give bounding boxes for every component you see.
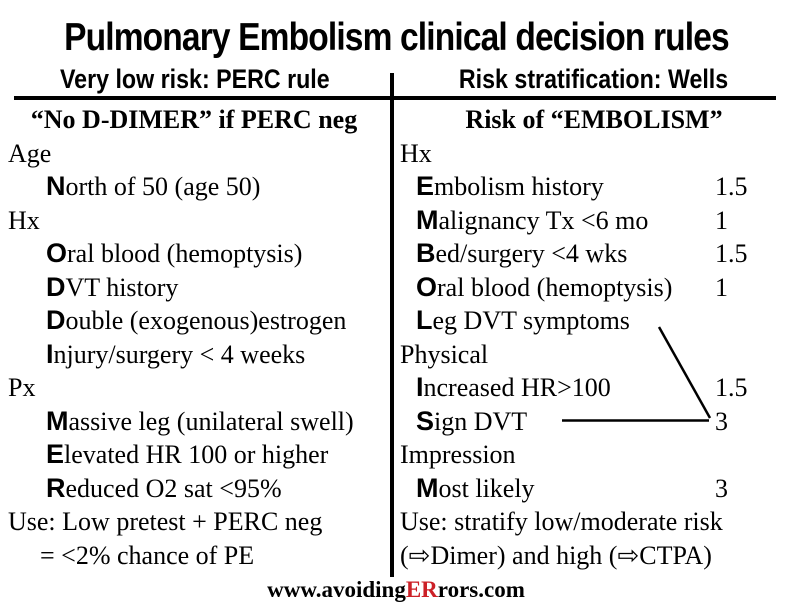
rule-text: ed/surgery <4 wks [435, 239, 628, 268]
rule-item: = <2% chance of PE [0, 539, 388, 573]
rule-group-label: Impression [396, 438, 792, 472]
rule-item: North of 50 (age 50) [0, 170, 388, 204]
score-value: 1 [715, 205, 728, 235]
mnemonic-letter: I [416, 372, 424, 402]
footer-url-highlight: ER [405, 577, 438, 602]
header-rule [14, 96, 776, 100]
score-value: 1.5 [715, 373, 748, 402]
rule-text: Px [8, 373, 36, 402]
rule-text: (⇨Dimer) and high (⇨CTPA) [400, 540, 712, 570]
mnemonic-letter: O [416, 271, 438, 302]
rule-item: Malignancy Tx <6 mo 1 [396, 204, 792, 238]
mnemonic-letter: E [416, 171, 435, 201]
rule-group-label: Physical [396, 338, 792, 372]
rule-item: Embolism history 1.5 [396, 170, 792, 204]
score-value: 3 [715, 406, 728, 436]
mnemonic-letter: L [416, 305, 433, 335]
rule-text: assive leg (unilateral swell) [68, 406, 354, 436]
mnemonic-letter: S [416, 405, 435, 436]
mnemonic-letter: N [46, 171, 66, 201]
rule-text: ost likely [438, 473, 535, 503]
rule-text: Hx [400, 138, 432, 168]
rule-text: ouble (exogenous)estrogen [65, 306, 347, 335]
rule-text: Age [8, 138, 52, 168]
perc-column-header-text: Very low risk: PERC rule [60, 64, 330, 94]
rule-item: Increased HR>100 1.5 [396, 371, 792, 405]
score-value: 1.5 [715, 172, 748, 201]
mnemonic-letter: B [416, 238, 436, 268]
rule-group-label: Hx [0, 204, 388, 238]
column-divider [390, 73, 394, 577]
rule-item: Injury/surgery < 4 weeks [0, 338, 388, 372]
rule-item: Oral blood (hemoptysis) [0, 237, 388, 271]
rule-text: alignancy Tx <6 mo [438, 205, 649, 235]
rule-item: Leg DVT symptoms [396, 304, 792, 338]
wells-column-header-text: Risk stratification: Wells [459, 64, 729, 94]
rule-item: Elevated HR 100 or higher [0, 438, 388, 472]
rule-text: Impression [400, 440, 516, 469]
rule-text: Hx [8, 205, 40, 235]
rule-text: ncreased HR>100 [423, 373, 611, 402]
score-value: 1.5 [715, 239, 748, 268]
rule-text: njury/surgery < 4 weeks [53, 339, 306, 369]
rule-group-label: Age [0, 137, 388, 171]
page-title: Pulmonary Embolism clinical decision rul… [0, 14, 792, 62]
rule-item: Massive leg (unilateral swell) [0, 405, 388, 439]
wells-mnemonic-subheader: Risk of “EMBOLISM” [465, 105, 723, 134]
page-title-text: Pulmonary Embolism clinical decision rul… [63, 16, 730, 59]
rule-text: ral blood (hemoptysis) [67, 239, 303, 268]
mnemonic-letter: R [46, 472, 66, 503]
footer-url-prefix: www.avoiding [267, 577, 406, 602]
rule-text: Use: stratify low/moderate risk [400, 507, 723, 536]
mnemonic-letter: E [46, 439, 65, 469]
wells-column-body: Risk of “EMBOLISM” Hx Embolism history 1.5… [396, 103, 792, 572]
rule-text: eg DVT symptoms [432, 306, 630, 335]
rule-item: Double (exogenous)estrogen [0, 304, 388, 338]
rule-text: ign DVT [434, 406, 528, 436]
rule-text: ral blood (hemoptysis) [437, 272, 673, 302]
footer-url: www.avoidingERrors.com [0, 575, 792, 605]
perc-column-body: “No D-DIMER” if PERC neg Age North of 50 … [0, 103, 388, 572]
rule-text: educed O2 sat <95% [65, 473, 282, 503]
rule-group-label: Use: stratify low/moderate risk [396, 505, 792, 539]
rule-group-label: Px [0, 371, 388, 405]
rule-item: Oral blood (hemoptysis) 1 [396, 271, 792, 305]
rule-item: Most likely 3 [396, 472, 792, 506]
perc-column-header: Very low risk: PERC rule [0, 64, 390, 94]
rule-text: = <2% chance of PE [40, 540, 255, 570]
mnemonic-letter: O [46, 238, 68, 268]
mnemonic-letter: M [416, 472, 439, 503]
rule-text: VT history [65, 272, 179, 302]
rule-item: Bed/surgery <4 wks 1.5 [396, 237, 792, 271]
rule-group-label: Use: Low pretest + PERC neg [0, 505, 388, 539]
mnemonic-letter: I [46, 338, 54, 369]
rule-group-label: Hx [396, 137, 792, 171]
rule-text: Use: Low pretest + PERC neg [8, 507, 323, 536]
footer-url-suffix: rors.com [437, 577, 525, 602]
rule-text: levated HR 100 or higher [64, 440, 329, 469]
wells-column-header: Risk stratification: Wells [396, 64, 792, 94]
mnemonic-letter: M [46, 405, 69, 436]
rule-text: orth of 50 (age 50) [65, 172, 261, 201]
mnemonic-letter: D [46, 305, 66, 335]
rule-item: Sign DVT 3 [396, 405, 792, 439]
rule-text: Physical [400, 339, 489, 369]
rule-item: DVT history [0, 271, 388, 305]
mnemonic-letter: M [416, 204, 439, 235]
mnemonic-letter: D [46, 271, 66, 302]
rule-item: Reduced O2 sat <95% [0, 472, 388, 506]
rule-text: mbolism history [434, 172, 604, 201]
score-value: 3 [715, 473, 728, 503]
rule-group-label: (⇨Dimer) and high (⇨CTPA) [396, 539, 792, 573]
perc-mnemonic-subheader: “No D-DIMER” if PERC neg [30, 105, 358, 134]
score-value: 1 [715, 272, 728, 302]
